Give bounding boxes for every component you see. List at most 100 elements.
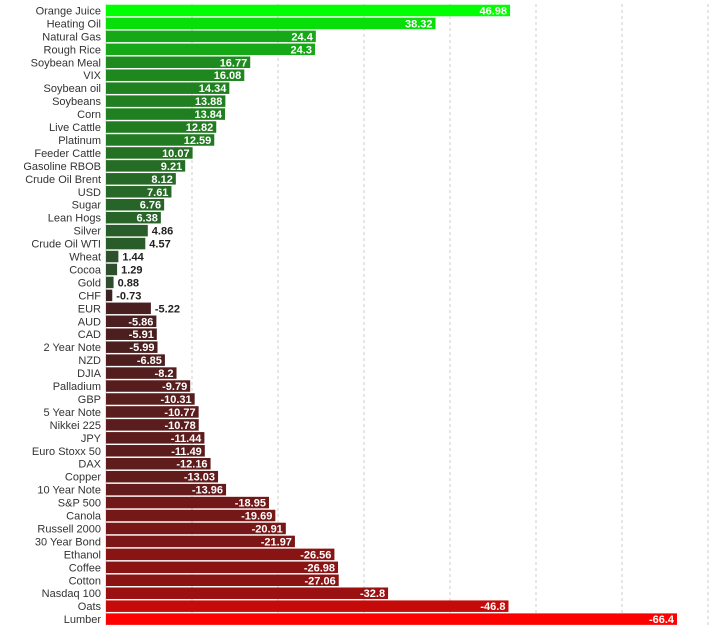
bar	[106, 419, 199, 431]
bar	[106, 56, 251, 69]
category-label: DJIA	[77, 368, 102, 380]
bar	[106, 82, 230, 94]
category-label: 2 Year Note	[44, 342, 102, 354]
category-label: CHF	[78, 290, 101, 302]
category-label: Soybeans	[52, 96, 101, 108]
bar	[106, 406, 199, 418]
category-label: Palladium	[53, 381, 101, 393]
bar	[106, 224, 148, 237]
category-label: Canola	[66, 511, 102, 523]
bar	[106, 496, 269, 509]
bar	[106, 367, 177, 379]
category-label: Natural Gas	[42, 31, 101, 43]
value-label: -19.69	[241, 511, 272, 523]
category-label: Silver	[73, 226, 101, 238]
bar	[106, 613, 678, 625]
value-label: 0.88	[118, 277, 139, 289]
category-label: Heating Oil	[47, 18, 101, 30]
category-label: Russell 2000	[37, 523, 101, 535]
bar	[106, 160, 186, 172]
value-label: 13.84	[194, 109, 222, 121]
bar	[106, 263, 118, 276]
bar	[106, 587, 389, 599]
value-label: -32.8	[360, 588, 385, 600]
value-label: 8.12	[151, 174, 172, 186]
bar	[106, 121, 217, 133]
value-label: 12.59	[184, 135, 212, 147]
value-label: -27.06	[305, 575, 336, 587]
value-label: -46.8	[480, 601, 505, 613]
value-label: -10.78	[165, 420, 196, 432]
bar	[106, 315, 157, 328]
bar	[106, 561, 339, 574]
category-label: Gasoline RBOB	[23, 161, 101, 173]
category-label: Soybean oil	[44, 83, 102, 95]
category-label: DAX	[78, 459, 101, 471]
bar	[106, 95, 226, 107]
value-label: 10.07	[162, 148, 190, 160]
category-label: Nikkei 225	[50, 420, 101, 432]
value-label: 4.86	[152, 226, 173, 238]
value-label: 38.32	[405, 18, 433, 30]
bar	[106, 600, 509, 612]
bar	[106, 393, 195, 405]
category-label: Coffee	[69, 562, 101, 574]
bar	[106, 186, 172, 198]
category-label: Sugar	[72, 200, 102, 212]
category-label: Feeder Cattle	[34, 148, 101, 160]
category-label: Platinum	[58, 135, 101, 147]
value-label: 24.4	[291, 31, 313, 43]
value-label: -13.03	[184, 472, 215, 484]
value-label: -0.73	[116, 290, 141, 302]
value-label: -9.79	[162, 381, 187, 393]
bar	[106, 380, 191, 392]
category-label: 10 Year Note	[37, 485, 101, 497]
value-label: 46.98	[479, 5, 507, 17]
value-label: 6.76	[140, 200, 161, 212]
category-label: Lumber	[64, 614, 102, 626]
category-label: S&P 500	[58, 498, 101, 510]
value-label: -11.49	[171, 446, 202, 458]
bar	[106, 17, 436, 30]
category-label: Wheat	[69, 252, 101, 264]
value-label: 14.34	[199, 83, 227, 95]
value-label: 1.44	[122, 252, 144, 264]
category-label: Orange Juice	[36, 5, 101, 17]
category-label: Rough Rice	[44, 44, 101, 56]
value-label: -21.97	[261, 536, 292, 548]
category-label: Live Cattle	[49, 122, 101, 134]
value-label: -10.77	[164, 407, 195, 419]
category-label: GBP	[78, 394, 101, 406]
category-label: Cotton	[69, 575, 101, 587]
value-label: -6.85	[137, 355, 162, 367]
category-label: USD	[78, 187, 101, 199]
bar	[106, 198, 165, 211]
value-label: -5.91	[129, 329, 154, 341]
value-label: -18.95	[235, 498, 266, 510]
bar	[106, 30, 316, 43]
bar	[106, 574, 339, 587]
bar	[106, 289, 113, 302]
category-label: Gold	[78, 277, 101, 289]
category-label: AUD	[78, 316, 101, 328]
value-label: 24.3	[291, 44, 312, 56]
bar	[106, 250, 119, 263]
value-label: -5.86	[128, 316, 153, 328]
bar	[106, 147, 193, 159]
value-label: -13.96	[192, 485, 223, 497]
value-label: -11.44	[171, 433, 202, 445]
bar	[106, 445, 205, 457]
bar	[106, 108, 226, 120]
bar	[106, 522, 286, 535]
category-label: VIX	[83, 70, 101, 82]
category-label: Corn	[77, 109, 101, 121]
category-label: JPY	[81, 433, 102, 445]
bar	[106, 548, 335, 561]
bar	[106, 134, 215, 146]
value-label: -5.99	[129, 342, 154, 354]
value-label: 12.82	[186, 122, 214, 134]
bar	[106, 173, 176, 185]
value-label: 6.38	[136, 213, 157, 225]
